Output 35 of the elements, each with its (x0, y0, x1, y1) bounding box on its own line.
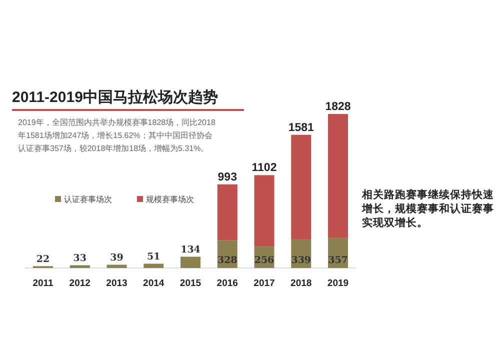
data-label: 328 (217, 255, 238, 266)
x-tick-label: 2012 (69, 278, 90, 289)
data-label: 134 (180, 244, 201, 256)
x-tick-label: 2015 (180, 278, 202, 289)
total-label: 1102 (252, 162, 277, 174)
data-label: 22 (36, 254, 50, 266)
chart-title: 2011-2019中国马拉松场次趋势 (12, 88, 244, 111)
bar (254, 175, 274, 246)
x-tick-label: 2017 (254, 278, 275, 289)
total-label: 993 (218, 171, 237, 184)
x-tick-label: 2019 (327, 278, 349, 289)
text: 相关路跑赛事继续保持快速增长，规模赛事和认证赛事实现双增长。 (362, 188, 494, 230)
bar (180, 256, 200, 268)
bar (70, 265, 90, 268)
x-tick-label: 2014 (143, 278, 165, 289)
data-label: 357 (328, 255, 348, 266)
x-tick-label: 2011 (32, 278, 54, 289)
bar (328, 114, 348, 238)
total-label: 1828 (325, 101, 352, 113)
bar (217, 184, 238, 240)
legend-label: 认证赛事场次 (64, 195, 112, 204)
bar (106, 264, 127, 268)
total-label: 1581 (288, 122, 315, 134)
bar (291, 134, 312, 240)
x-tick-label: 2018 (290, 278, 312, 289)
text: 2019年，全国范围内共举办规模赛事1828场，同比2018年1581场增加247场，增长15.62%；其中中国田径协会认证赛事357场，较2018年增加18场，增幅为5.31%。 (18, 117, 216, 155)
x-tick-label: 2013 (106, 278, 128, 289)
data-label: 33 (73, 253, 86, 264)
bar (144, 264, 164, 268)
x-tick-label: 2016 (216, 278, 238, 289)
data-label: 39 (110, 252, 124, 264)
data-label: 256 (254, 255, 275, 266)
data-label: 51 (147, 252, 160, 263)
data-label: 339 (291, 255, 312, 266)
legend-label: 规模赛事场次 (146, 195, 194, 204)
